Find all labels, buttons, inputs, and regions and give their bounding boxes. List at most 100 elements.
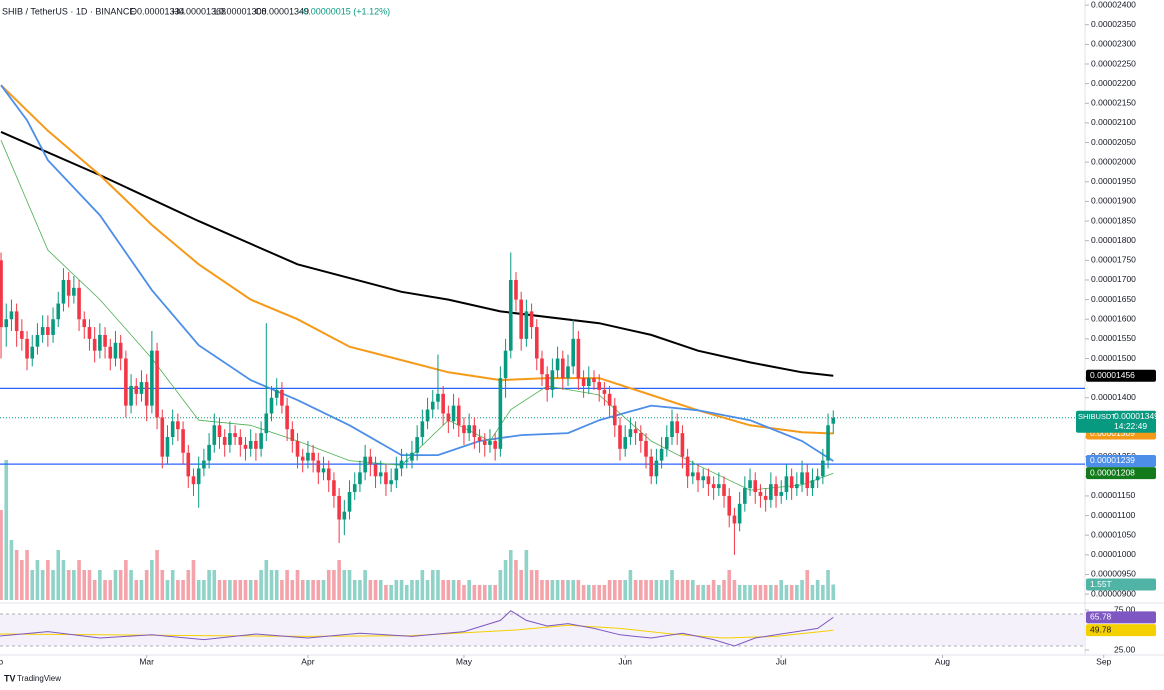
y-tick-label: 0.00001150 — [1091, 490, 1136, 500]
volume-bar — [20, 560, 24, 600]
candle-body — [4, 319, 9, 328]
volume-bar — [555, 580, 560, 600]
volume-bar — [87, 570, 92, 600]
volume-bar — [259, 570, 263, 600]
volume-bar — [25, 550, 29, 600]
legend-high: H0.00001368 — [172, 6, 226, 16]
volume-bar — [493, 585, 497, 600]
volume-bar — [659, 580, 664, 600]
candle-body — [815, 476, 820, 481]
candle-body — [212, 425, 217, 445]
candle-body — [581, 378, 586, 386]
volume-bar — [311, 580, 315, 600]
candle-body — [155, 350, 159, 418]
volume-bar — [644, 580, 648, 600]
candle-body — [103, 334, 107, 347]
candle-body — [352, 484, 357, 493]
candle-body — [576, 338, 581, 379]
volume-bar — [165, 580, 170, 600]
x-tick-label: Jun — [618, 656, 632, 666]
candle-body — [628, 429, 633, 438]
y-tick-label: 0.00001400 — [1091, 392, 1136, 402]
candle-body — [233, 433, 237, 438]
candle-body — [160, 417, 165, 457]
candle-body — [332, 480, 336, 496]
candle-body — [670, 421, 674, 438]
volume-bar — [477, 585, 482, 600]
volume-bar — [399, 580, 404, 600]
candle-body — [737, 503, 742, 524]
candle-body — [415, 437, 419, 453]
candle-body — [753, 480, 758, 493]
moving-average — [0, 84, 834, 462]
volume-bar — [217, 580, 222, 600]
candle-body — [378, 472, 383, 477]
candle-body — [420, 421, 425, 438]
y-tick-label: 0.00001650 — [1091, 294, 1136, 304]
candle-body — [482, 440, 487, 445]
rsi-value-label: 65.78 — [1090, 612, 1112, 622]
volume-bar — [602, 585, 607, 600]
candle-body — [368, 456, 373, 465]
volume-bar — [451, 580, 456, 600]
volume-bar — [529, 570, 534, 600]
candle-body — [665, 437, 669, 449]
volume-bar — [108, 580, 113, 600]
volume-bar — [540, 580, 544, 600]
candle-body — [446, 413, 451, 422]
volume-bar — [665, 580, 669, 600]
candle-body — [118, 342, 123, 359]
y-tick-label: 0.00001600 — [1091, 313, 1136, 323]
candle-body — [649, 456, 654, 477]
volume-bar — [295, 570, 300, 600]
volume-bar — [628, 570, 633, 600]
volume-bar — [706, 585, 711, 600]
candle-body — [129, 385, 133, 406]
rsi-ma-value-label: 49.78 — [1090, 624, 1112, 634]
volume-bar — [118, 570, 123, 600]
candle-body — [290, 429, 295, 441]
candle-body — [545, 374, 549, 390]
candle-body — [399, 460, 404, 469]
candle-body — [451, 405, 456, 422]
volume-bar — [670, 570, 674, 600]
volume-bar — [14, 550, 19, 600]
candle-body — [321, 468, 326, 473]
candle-body — [254, 440, 258, 449]
volume-bar — [717, 585, 721, 600]
volume-bar — [363, 570, 367, 600]
candle-body — [706, 476, 711, 485]
candle-body — [259, 433, 263, 449]
candle-body — [519, 299, 523, 339]
candle-body — [347, 492, 352, 512]
volume-bar — [181, 580, 185, 600]
candle-body — [20, 331, 24, 339]
volume-bar — [727, 570, 732, 600]
candle-body — [732, 515, 737, 524]
candle-body — [477, 437, 482, 441]
ma-value-box — [1086, 454, 1156, 467]
candle-body — [602, 389, 607, 394]
volume-bar — [514, 560, 518, 600]
volume-bar — [519, 570, 523, 600]
volume-bar — [326, 570, 331, 600]
candle-body — [680, 433, 685, 457]
candle-body — [592, 378, 596, 383]
volume-bar — [456, 580, 461, 600]
volume-bar — [763, 585, 768, 600]
candle-body — [727, 495, 732, 516]
candle-body — [196, 468, 201, 485]
ma-value-label: 0.00001239 — [1090, 455, 1135, 465]
y-tick-label: 0.00002250 — [1091, 58, 1136, 68]
candle-body — [51, 319, 55, 335]
volume-bar — [77, 560, 81, 600]
x-tick-label: Feb — [0, 656, 3, 666]
candle-body — [363, 456, 367, 473]
candle-body — [217, 425, 222, 438]
candle-body — [280, 389, 284, 406]
candle-body — [514, 279, 518, 300]
candle-body — [139, 382, 144, 394]
candle-body — [56, 303, 61, 320]
volume-bar — [139, 580, 144, 600]
x-tick-label: Aug — [935, 656, 950, 666]
